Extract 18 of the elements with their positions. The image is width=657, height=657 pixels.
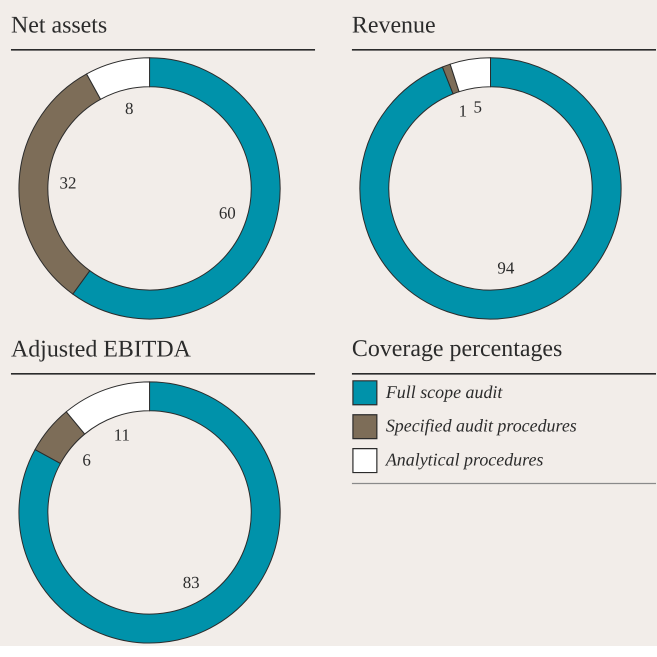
data-label: 83 bbox=[182, 572, 200, 592]
legend-label: Full scope audit bbox=[384, 382, 504, 402]
data-label: 11 bbox=[114, 425, 130, 444]
legend-label: Analytical procedures bbox=[384, 450, 544, 470]
data-label: 1 bbox=[458, 101, 468, 120]
chart-title: Revenue bbox=[352, 12, 436, 38]
data-label: 6 bbox=[82, 450, 91, 470]
data-label: 5 bbox=[473, 98, 482, 117]
legend-title: Coverage percentages bbox=[352, 336, 562, 362]
chart-title: Adjusted EBITDA bbox=[10, 336, 192, 362]
data-label: 94 bbox=[497, 258, 515, 278]
donut-slice bbox=[360, 57, 622, 320]
data-label: 32 bbox=[59, 173, 76, 192]
donut-slice bbox=[18, 381, 281, 644]
chart-title: Net assets bbox=[10, 12, 108, 38]
data-label: 8 bbox=[124, 99, 134, 118]
data-label: 60 bbox=[218, 204, 236, 223]
legend-label: Specified audit procedures bbox=[386, 416, 577, 436]
